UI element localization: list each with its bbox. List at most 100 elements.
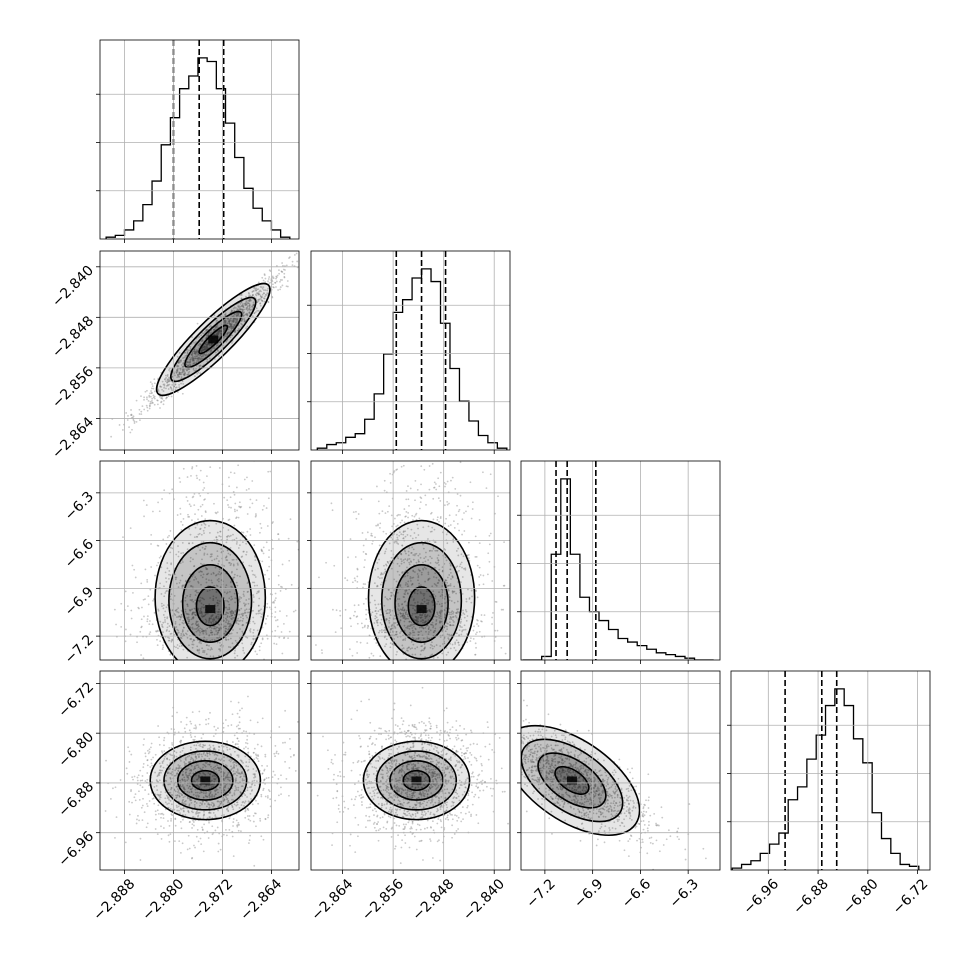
sample-point xyxy=(205,653,208,656)
sample-point xyxy=(227,529,230,531)
sample-point xyxy=(408,620,411,623)
sample-point xyxy=(283,622,285,625)
sample-point xyxy=(427,578,430,581)
sample-point xyxy=(217,333,219,336)
sample-point xyxy=(253,622,256,625)
sample-point xyxy=(254,293,257,296)
sample-point xyxy=(155,779,158,781)
sample-point xyxy=(186,796,189,799)
sample-point xyxy=(214,749,217,752)
sample-point xyxy=(439,614,442,616)
sample-point xyxy=(219,330,221,332)
sample-point xyxy=(252,304,255,306)
sample-point xyxy=(243,311,246,314)
sample-point xyxy=(432,497,435,500)
sample-point xyxy=(249,630,252,633)
sample-point xyxy=(401,603,404,605)
sample-point xyxy=(144,390,147,393)
sample-point xyxy=(184,772,187,774)
sample-point xyxy=(193,493,196,495)
sample-point xyxy=(213,639,216,641)
sample-point xyxy=(180,382,182,385)
sample-point xyxy=(164,592,167,594)
sample-point xyxy=(174,383,177,386)
sample-point xyxy=(366,627,369,629)
sample-point xyxy=(227,332,229,335)
sample-point xyxy=(280,270,283,273)
sample-point xyxy=(251,581,254,584)
sample-point xyxy=(161,625,164,628)
sample-point xyxy=(188,804,191,807)
sample-point xyxy=(303,263,305,265)
sample-point xyxy=(482,574,485,577)
sample-point xyxy=(273,286,275,289)
sample-point xyxy=(196,350,199,353)
sample-point xyxy=(227,328,230,331)
sample-point xyxy=(293,254,296,256)
sample-point xyxy=(255,292,258,295)
sample-point xyxy=(163,736,166,739)
sample-point xyxy=(435,618,438,621)
sample-point xyxy=(203,487,206,489)
sample-point xyxy=(268,556,270,559)
sample-point xyxy=(200,608,202,610)
sample-point xyxy=(181,524,184,526)
sample-point xyxy=(197,508,200,511)
sample-point xyxy=(229,564,232,567)
sample-point xyxy=(209,816,211,819)
sample-point xyxy=(134,576,137,579)
sample-point xyxy=(202,597,204,600)
sample-point xyxy=(166,455,168,457)
sample-point xyxy=(228,561,230,564)
sample-point xyxy=(175,608,178,611)
sample-point xyxy=(227,638,230,641)
sample-point xyxy=(189,364,192,367)
sample-point xyxy=(415,617,418,620)
sample-point xyxy=(191,355,194,358)
sample-point xyxy=(132,591,134,594)
sample-point xyxy=(182,365,185,368)
sample-point xyxy=(411,514,414,517)
sample-point xyxy=(390,628,392,631)
sample-point xyxy=(258,597,261,600)
sample-point xyxy=(417,634,420,637)
sample-point xyxy=(371,594,373,597)
sample-point xyxy=(237,308,240,311)
sample-point xyxy=(232,319,235,322)
sample-point xyxy=(240,804,243,806)
sample-point xyxy=(165,397,167,400)
sample-point xyxy=(217,631,220,634)
sample-point xyxy=(194,614,197,616)
sample-point xyxy=(182,369,185,372)
sample-point xyxy=(230,325,233,328)
sample-point xyxy=(267,470,270,473)
sample-point xyxy=(253,290,255,292)
sample-point xyxy=(189,788,192,790)
sample-point xyxy=(258,590,260,592)
sample-point xyxy=(253,779,256,782)
sample-point xyxy=(208,617,211,620)
sample-point xyxy=(139,419,141,422)
sample-point xyxy=(152,387,155,390)
sample-point xyxy=(468,598,471,600)
sample-point xyxy=(433,486,436,489)
sample-point xyxy=(363,625,366,628)
sample-point xyxy=(180,645,183,647)
sample-point xyxy=(226,776,229,779)
sample-point xyxy=(212,748,215,751)
sample-point xyxy=(161,605,163,608)
sample-point xyxy=(403,593,406,595)
sample-point xyxy=(425,620,427,623)
sample-point xyxy=(230,614,233,617)
sample-point xyxy=(390,625,393,628)
density-panel-0-2: −7.2−6.9−6.6−6.3 xyxy=(62,455,300,667)
sample-point xyxy=(150,543,152,545)
sample-point xyxy=(245,303,247,306)
sample-point xyxy=(238,772,241,774)
sample-point xyxy=(208,579,210,582)
sample-point xyxy=(245,295,247,298)
sample-point xyxy=(195,627,198,630)
sample-point xyxy=(133,422,136,424)
sample-point xyxy=(233,652,236,655)
sample-point xyxy=(453,601,456,604)
